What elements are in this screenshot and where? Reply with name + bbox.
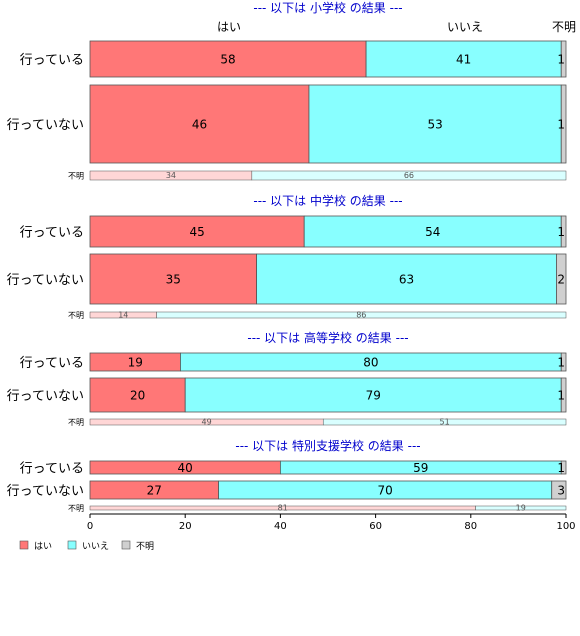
row-label: 行っていない — [7, 273, 84, 288]
bar-segment-no — [184, 377, 562, 413]
row-label: 行っていない — [7, 118, 84, 133]
row-label: 行っている — [20, 462, 84, 477]
legend-swatch-no — [67, 540, 77, 550]
x-tick-label: 100 — [556, 521, 575, 532]
data-label-no: 54 — [425, 225, 440, 239]
data-label-no: 41 — [456, 53, 471, 67]
data-label-unknown: 1 — [557, 389, 565, 403]
row-label: 行っている — [20, 356, 84, 371]
legend-swatch-yes — [19, 540, 29, 550]
bar-segment-no — [475, 505, 567, 511]
x-tick-label: 0 — [87, 521, 93, 532]
data-label-yes: 20 — [130, 389, 145, 403]
legend-label-yes: はい — [34, 541, 52, 552]
data-label-yes: 46 — [192, 118, 207, 132]
data-label-yes: 14 — [118, 311, 128, 320]
bar-segment-unknown — [551, 480, 567, 500]
legend-swatch-unknown — [121, 540, 131, 550]
bar-segment-unknown — [560, 215, 567, 248]
legend-label-unknown: 不明 — [136, 541, 154, 552]
data-label-yes: 27 — [147, 484, 162, 498]
panel-title: --- 以下は 小学校 の結果 --- — [253, 0, 402, 15]
data-label-no: 53 — [427, 118, 442, 132]
panel-title: --- 以下は 中学校 の結果 --- — [253, 193, 402, 208]
x-tick-label: 40 — [274, 521, 287, 532]
bar-segment-unknown — [560, 84, 567, 164]
bar-segment-no — [303, 215, 562, 248]
row-label: 行っていない — [7, 484, 84, 499]
x-tick-label: 20 — [179, 521, 192, 532]
data-label-no: 80 — [363, 356, 378, 370]
top-label-no: いいえ — [447, 20, 483, 34]
bar-segment-unknown — [560, 460, 567, 475]
row-label: 不明 — [68, 172, 84, 181]
data-label-no: 70 — [377, 484, 392, 498]
panel-title: --- 以下は 高等学校 の結果 --- — [247, 330, 408, 345]
row-label: 行っている — [20, 53, 84, 68]
bar-segment-unknown — [560, 40, 567, 78]
data-label-unknown: 1 — [557, 461, 565, 475]
data-label-yes: 58 — [220, 53, 235, 67]
data-label-unknown: 1 — [557, 53, 565, 67]
bar-segment-no — [256, 253, 557, 305]
data-label-no: 66 — [404, 171, 414, 180]
panel-title: --- 以下は 特別支援学校 の結果 --- — [235, 438, 420, 453]
top-label-unknown: 不明 — [552, 20, 576, 34]
bar-segment-yes — [89, 40, 367, 78]
bar-segment-unknown — [556, 253, 567, 305]
data-label-yes: 19 — [128, 356, 143, 370]
bar-segment-unknown — [560, 352, 567, 372]
bar-segment-no — [308, 84, 562, 164]
data-label-yes: 81 — [278, 504, 288, 513]
data-label-unknown: 3 — [557, 484, 565, 498]
data-label-unknown: 1 — [557, 118, 565, 132]
legend-label-no: いいえ — [82, 541, 109, 552]
x-tick-label: 60 — [369, 521, 382, 532]
row-label: 行っていない — [7, 389, 84, 404]
x-tick-label: 80 — [464, 521, 477, 532]
data-label-no: 86 — [356, 311, 366, 320]
data-label-yes: 35 — [166, 273, 181, 287]
data-label-no: 19 — [516, 504, 526, 513]
data-label-no: 59 — [413, 461, 428, 475]
data-label-yes: 34 — [166, 171, 176, 180]
bar-segment-no — [251, 170, 567, 181]
bar-segment-unknown — [560, 377, 567, 413]
data-label-no: 79 — [366, 389, 381, 403]
data-label-unknown: 1 — [557, 356, 565, 370]
row-label: 行っている — [20, 226, 84, 241]
bar-segment-no — [156, 311, 567, 319]
data-label-unknown: 1 — [557, 225, 565, 239]
top-label-yes: はい — [217, 20, 241, 34]
row-label: 不明 — [68, 504, 84, 513]
bar-segment-yes — [89, 215, 305, 248]
bar-segment-no — [365, 40, 562, 78]
bar-segment-no — [322, 418, 567, 426]
data-label-yes: 49 — [202, 418, 212, 427]
row-label: 不明 — [68, 311, 84, 320]
data-label-yes: 45 — [189, 225, 204, 239]
row-label: 不明 — [68, 418, 84, 427]
data-label-no: 51 — [440, 418, 450, 427]
bar-segment-yes — [89, 377, 186, 413]
data-label-unknown: 2 — [557, 273, 565, 287]
data-label-yes: 40 — [178, 461, 193, 475]
data-label-no: 63 — [399, 273, 414, 287]
